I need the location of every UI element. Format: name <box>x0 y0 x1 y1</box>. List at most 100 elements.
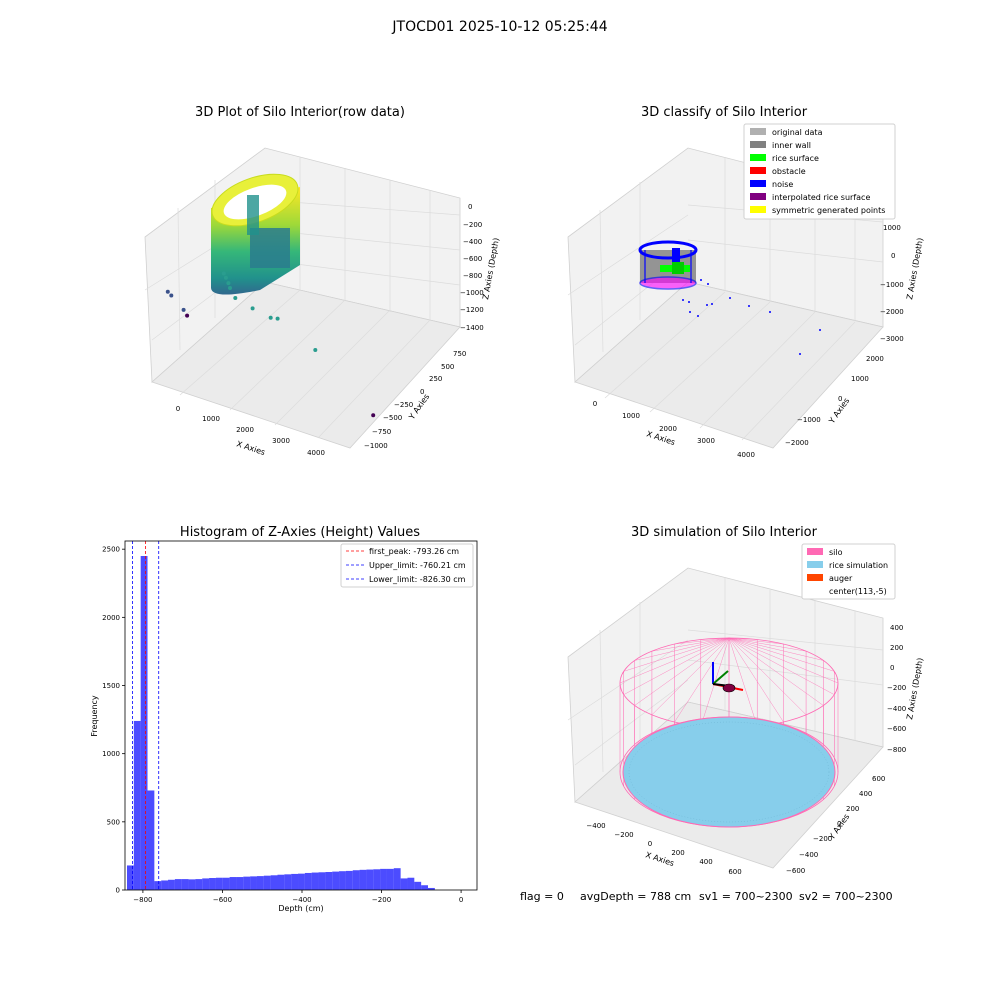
histogram-bar <box>298 873 305 890</box>
y-tick-label: 2000 <box>102 614 120 622</box>
legend-swatch-inner-wall <box>750 141 766 148</box>
classified-silo <box>638 240 698 290</box>
silo-roof-line <box>728 637 835 672</box>
legend-swatch-rice-surface <box>750 154 766 161</box>
histogram-bar <box>181 879 189 890</box>
y-tick-label: 0 <box>838 395 842 403</box>
panel-raw-3d: 3D Plot of Silo Interior(row data) 0 100… <box>144 105 501 457</box>
histogram-bar <box>332 871 340 890</box>
scatter-point <box>223 275 228 280</box>
legend-label: Lower_limit: -826.30 cm <box>369 575 466 584</box>
x-tick-label: 4000 <box>307 449 325 457</box>
panel-histogram: Histogram of Z-Axies (Height) Values −80… <box>90 525 478 913</box>
x-ticks: −800 −600 −400 −200 0 <box>133 890 463 904</box>
noise-point <box>688 301 690 303</box>
silo-roof-line <box>634 637 730 706</box>
x-tick-label: −200 <box>372 896 391 904</box>
silo-roof-line <box>728 637 807 652</box>
x-tick-label: 2000 <box>236 426 254 434</box>
y-tick-label: −400 <box>799 851 818 859</box>
histogram-bar <box>270 875 278 890</box>
noise-point <box>700 279 702 281</box>
scatter-point <box>371 413 376 418</box>
silo-raw-cylinder <box>211 173 300 295</box>
z-tick-label: −1400 <box>460 324 484 332</box>
z-tick-label: −2000 <box>880 308 904 316</box>
histogram-bar <box>345 870 353 890</box>
z-tick-label: −1000 <box>460 289 484 297</box>
silo-roof-line <box>700 637 730 640</box>
silo-roof-line <box>728 637 824 706</box>
legend-label: rice surface <box>772 154 819 163</box>
scatter-point <box>221 271 226 276</box>
y-tick-label: 2500 <box>102 546 120 554</box>
legend-histogram: first_peak: -793.26 cm Upper_limit: -760… <box>340 543 474 588</box>
x-tick-label: 1000 <box>202 415 220 423</box>
x-tick-label: 0 <box>459 896 463 904</box>
histogram-bar <box>407 877 415 890</box>
y-axis-label: Frequency <box>90 695 99 737</box>
histogram-bar <box>291 873 299 890</box>
y-tick-label: −1000 <box>797 416 821 424</box>
legend-swatch-obstacle <box>750 167 766 174</box>
histogram-bars <box>126 555 435 890</box>
x-ticks: 0 1000 2000 3000 4000 <box>176 405 325 457</box>
legend-label: Upper_limit: -760.21 cm <box>369 561 466 570</box>
histogram-bar <box>161 880 169 890</box>
scatter-point <box>185 313 190 318</box>
x-ticks: 0 1000 2000 3000 4000 <box>593 400 755 459</box>
panel-classify-title: 3D classify of Silo Interior <box>641 105 808 120</box>
y-tick-label: −500 <box>383 414 402 422</box>
z-axis-label: Z Axies (Depth) <box>905 237 925 300</box>
x-ticks: −400 −200 0 200 400 600 <box>586 822 741 876</box>
histogram-bar <box>154 881 162 890</box>
legend-label: symmetric generated points <box>772 206 885 215</box>
legend-swatch-auger <box>807 574 823 581</box>
panel-classify-3d: 3D classify of Silo Interior <box>567 105 925 459</box>
z-tick-label: 400 <box>890 624 903 632</box>
y-tick-label: 1000 <box>851 375 869 383</box>
grid-lines <box>567 578 884 773</box>
scatter-point <box>181 307 186 312</box>
y-tick-label: −600 <box>786 867 805 875</box>
silo-roof-line <box>728 637 835 695</box>
legend-label: rice simulation <box>829 561 888 570</box>
z-tick-label: −400 <box>463 238 482 246</box>
legend-label: obstacle <box>772 167 806 176</box>
legend-swatch-symmetric <box>750 206 766 213</box>
x-tick-label: 0 <box>648 840 652 848</box>
rice-simulation-texture <box>628 721 830 823</box>
noise-point <box>711 303 713 305</box>
silo-roof-line <box>728 637 758 640</box>
noise-point <box>819 329 821 331</box>
histogram-bar <box>168 879 175 890</box>
histogram-bar <box>427 887 435 890</box>
z-tick-label: 1000 <box>883 224 901 232</box>
silo-roof-line <box>728 637 784 645</box>
noise-point <box>707 283 709 285</box>
histogram-bar <box>133 720 141 890</box>
histogram-title: Histogram of Z-Axies (Height) Values <box>180 525 420 540</box>
z-tick-label: −400 <box>887 705 906 713</box>
y-tick-label: 200 <box>846 805 859 813</box>
noise-point <box>706 304 708 306</box>
z-tick-label: −1000 <box>880 281 904 289</box>
histogram-bar <box>126 865 134 890</box>
histogram-bar <box>202 878 210 890</box>
panel-raw-title: 3D Plot of Silo Interior(row data) <box>195 105 405 120</box>
histogram-bar <box>188 879 196 890</box>
legend-classify: original data inner wall rice surface ob… <box>743 123 896 220</box>
z-tick-label: −800 <box>463 272 482 280</box>
z-tick-label: 0 <box>890 664 894 672</box>
y-tick-label: 500 <box>441 363 454 371</box>
histogram-bar <box>229 877 237 890</box>
y-tick-label: 250 <box>429 375 442 383</box>
silo-roof-line <box>728 637 784 723</box>
scatter-point <box>169 293 174 298</box>
histogram-bar <box>393 868 401 890</box>
sv1-text: sv1 = 700~2300 <box>699 890 793 903</box>
y-tick-label: 1500 <box>102 682 120 690</box>
silo-roof-line <box>674 637 730 723</box>
